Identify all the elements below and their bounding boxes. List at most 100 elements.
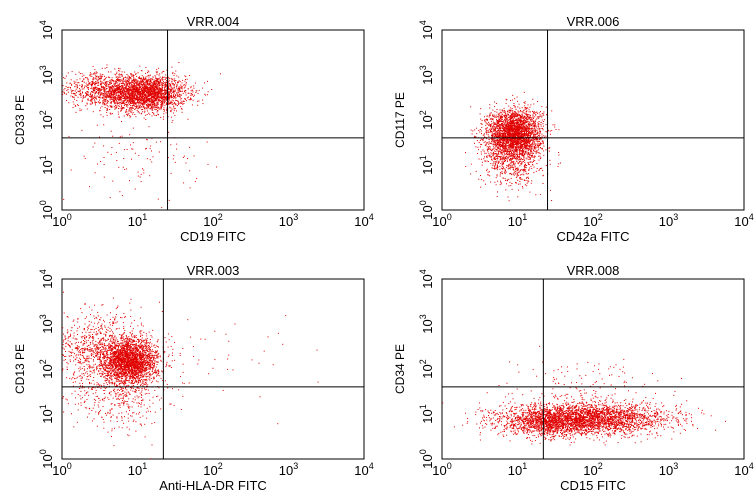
data-point	[149, 100, 151, 102]
data-point	[538, 121, 540, 122]
data-point	[67, 91, 69, 93]
data-point	[154, 104, 156, 106]
data-point	[170, 89, 172, 90]
data-point	[500, 117, 502, 119]
data-point	[175, 82, 176, 84]
data-point	[98, 81, 100, 83]
data-point	[175, 97, 177, 99]
data-point	[111, 77, 113, 79]
data-point	[144, 91, 146, 92]
data-point	[87, 83, 89, 85]
data-point	[137, 92, 139, 94]
data-point	[128, 92, 130, 94]
data-point	[160, 102, 162, 104]
data-point	[149, 159, 151, 161]
data-point	[145, 92, 147, 94]
data-point	[165, 92, 167, 94]
data-point	[548, 150, 550, 152]
data-point	[138, 112, 140, 114]
data-point	[122, 78, 124, 80]
data-point	[196, 178, 198, 180]
data-point	[120, 89, 122, 91]
data-point	[512, 132, 514, 134]
data-point	[155, 104, 157, 106]
data-point	[118, 87, 120, 89]
data-point	[121, 102, 123, 104]
data-point	[99, 110, 101, 112]
data-point	[127, 76, 129, 78]
data-point	[152, 82, 154, 84]
data-point	[121, 96, 123, 98]
data-point	[145, 78, 147, 79]
data-point	[496, 121, 498, 122]
data-point	[116, 92, 118, 94]
data-point	[128, 109, 130, 111]
data-point	[132, 84, 134, 86]
data-point	[140, 80, 142, 82]
data-point	[465, 152, 466, 154]
data-point	[95, 71, 97, 73]
data-point	[164, 105, 166, 107]
data-point	[142, 88, 144, 90]
data-point	[145, 86, 146, 88]
data-point	[138, 84, 140, 86]
data-point	[478, 129, 480, 131]
data-point	[83, 96, 85, 98]
data-point	[497, 131, 499, 133]
data-point	[160, 88, 162, 90]
data-point	[126, 104, 128, 106]
data-point	[110, 80, 112, 82]
data-point	[478, 158, 480, 160]
data-point	[132, 112, 134, 114]
data-point	[131, 73, 133, 75]
data-point	[120, 79, 122, 81]
data-point	[130, 97, 132, 99]
data-point	[74, 90, 76, 92]
data-point	[83, 74, 85, 76]
data-point	[112, 98, 114, 100]
data-point	[179, 103, 181, 104]
data-point	[118, 85, 120, 87]
data-point	[143, 90, 145, 92]
data-point	[98, 88, 100, 90]
data-point	[63, 89, 65, 91]
data-point	[178, 62, 180, 63]
data-point	[67, 89, 69, 90]
data-point	[140, 70, 142, 72]
data-point	[135, 102, 137, 104]
data-point	[129, 98, 130, 100]
data-point	[105, 93, 107, 95]
data-point	[103, 145, 105, 147]
data-point	[167, 82, 169, 84]
data-point	[146, 104, 147, 106]
data-point	[93, 91, 95, 93]
data-point	[538, 126, 540, 128]
data-point	[132, 99, 134, 101]
data-point	[138, 100, 140, 102]
data-point	[163, 102, 165, 104]
data-point	[95, 92, 97, 94]
data-point	[119, 97, 121, 99]
data-point	[140, 84, 142, 86]
data-point	[150, 88, 152, 89]
data-point	[146, 99, 148, 101]
data-point	[99, 75, 101, 77]
data-point	[91, 84, 93, 86]
data-point	[161, 78, 163, 80]
data-point	[104, 92, 106, 94]
data-point	[148, 94, 150, 96]
data-point	[100, 86, 102, 88]
data-point	[137, 171, 139, 173]
data-point	[90, 92, 92, 94]
data-point	[178, 103, 180, 105]
data-point	[125, 104, 127, 106]
data-point	[85, 92, 87, 94]
data-point	[160, 104, 162, 105]
data-point	[174, 95, 176, 97]
data-point	[157, 81, 159, 83]
data-point	[496, 109, 498, 110]
data-point	[545, 165, 547, 166]
data-point	[118, 94, 120, 96]
data-point	[126, 168, 128, 170]
